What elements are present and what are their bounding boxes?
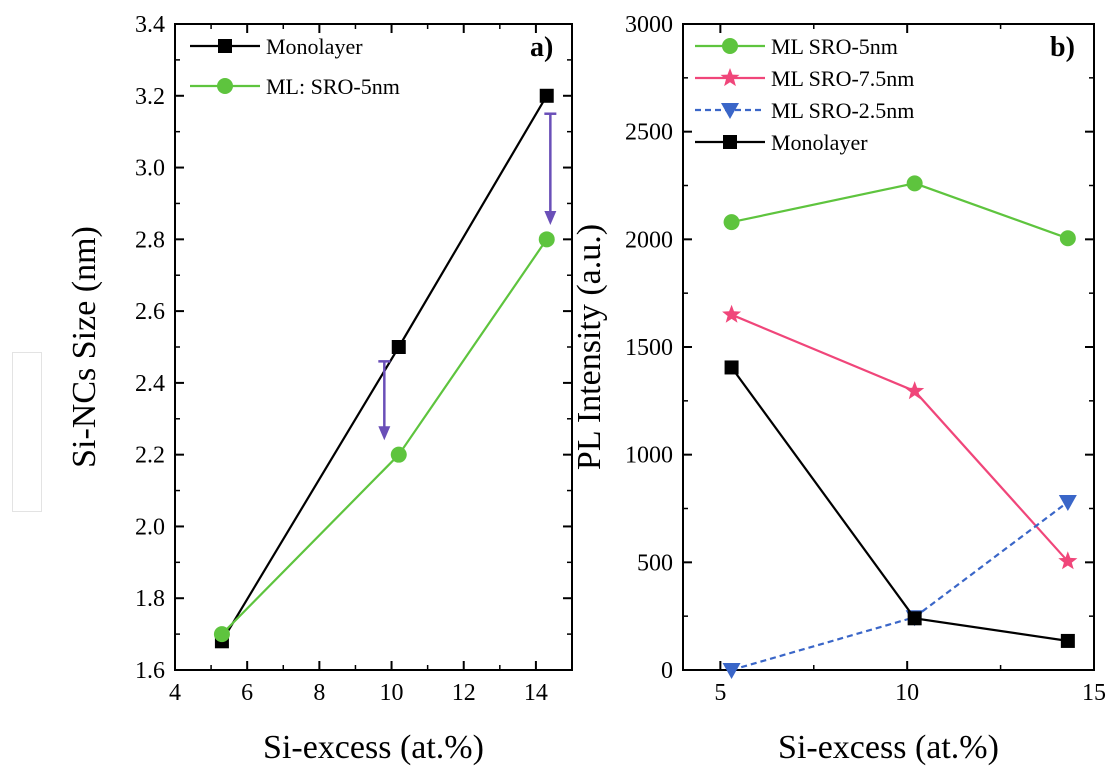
series-line-ml-sro-5nm [731, 182, 1069, 240]
y-tick-label: 3.4 [135, 12, 165, 38]
y-tick-label: 3.0 [135, 156, 165, 182]
y-axis-title: Si-NCs Size (nm) [66, 226, 103, 468]
y-axis-title: PL Intensity (a.u.) [571, 224, 608, 470]
y-tick-label: 2.8 [135, 227, 165, 253]
legend-marker-ml-sro-7-5nm [720, 68, 740, 87]
y-tick-label: 500 [637, 550, 673, 576]
legend-label-ml-sro-7-5nm: ML SRO-7.5nm [771, 66, 914, 91]
series-ml-sro-5nm [723, 175, 1076, 247]
y-tick-label: 2.2 [135, 443, 165, 469]
y-tick-label: 1000 [625, 443, 673, 469]
legend-marker-ml-sro-2-5nm [721, 103, 739, 119]
series-monolayer [724, 360, 1075, 648]
annotation-arrow [378, 360, 391, 441]
series-ml-sro-2-5nm [722, 495, 1077, 679]
plot-frame [174, 23, 573, 671]
annotation-arrow [544, 112, 557, 225]
x-tick-label: 4 [169, 680, 181, 706]
series-line-ml-sro-2-5nm [731, 501, 1069, 672]
x-tick-label: 8 [313, 680, 325, 706]
legend-marker-ml-sro-5nm [217, 78, 233, 94]
arrow-head [544, 210, 557, 225]
legend-label-ml-sro-5nm: ML: SRO-5nm [266, 74, 400, 99]
data-point-ml-sro-2-5nm [722, 663, 741, 679]
y-tick-label: 2.6 [135, 299, 165, 325]
x-tick-label: 14 [524, 680, 548, 706]
panel-a: 1.6 1.8 2.0 2.2 2.4 2.6 2.8 3.0 3.2 3.4 4 6 8 10 12 14 S… [66, 12, 573, 766]
panel-label: b) [1050, 32, 1075, 63]
legend: Monolayer ML: SRO-5nm [190, 34, 400, 99]
y-tick-label: 1.6 [135, 658, 165, 684]
panel-label: a) [530, 32, 553, 63]
legend-label-monolayer: Monolayer [771, 130, 868, 155]
faint-frame [12, 352, 42, 512]
panel-b: 0 500 1000 1500 2000 2500 3000 5 10 15 Si-excess (… [571, 12, 1106, 766]
data-point-monolayer [907, 611, 922, 626]
legend-label-monolayer: Monolayer [266, 34, 363, 59]
data-point-ml-sro-5nm [213, 626, 230, 643]
y-tick-label: 2500 [625, 120, 673, 146]
data-point-ml-sro-7-5nm [905, 381, 925, 400]
legend-marker-ml-sro-5nm [722, 38, 738, 54]
x-tick-label: 15 [1082, 680, 1106, 706]
legend-label-ml-sro-5nm: ML SRO-5nm [771, 34, 898, 59]
y-tick-label: 2.0 [135, 514, 165, 540]
data-point-ml-sro-7-5nm [1058, 551, 1078, 570]
legend-label-ml-sro-2-5nm: ML SRO-2.5nm [771, 98, 914, 123]
x-tick-label: 10 [380, 680, 404, 706]
data-point-ml-sro-5nm [723, 214, 740, 231]
data-point-monolayer [391, 340, 406, 354]
y-tick-label: 3000 [625, 12, 673, 38]
data-point-monolayer [724, 360, 739, 375]
data-point-ml-sro-5nm [390, 446, 407, 463]
arrow-head [378, 426, 391, 441]
y-tick-label: 1500 [625, 335, 673, 361]
series-ml-sro-7-5nm [722, 304, 1078, 570]
y-tick-label: 1.8 [135, 586, 165, 612]
data-point-ml-sro-5nm [1059, 230, 1076, 247]
legend: ML SRO-5nm ML SRO-7.5nm ML SRO-2.5nm Monola… [695, 34, 914, 155]
data-point-ml-sro-7-5nm [722, 304, 742, 323]
legend-marker-monolayer [218, 39, 232, 53]
data-point-ml-sro-5nm [906, 175, 923, 192]
x-tick-label: 12 [452, 680, 476, 706]
y-tick-label: 2000 [625, 227, 673, 253]
data-point-ml-sro-5nm [538, 231, 555, 248]
series-ml-sro-5nm [213, 231, 555, 643]
x-tick-label: 6 [241, 680, 253, 706]
x-tick-label: 10 [895, 680, 919, 706]
x-tick-label: 5 [714, 680, 726, 706]
y-tick-label: 2.4 [135, 371, 165, 397]
x-axis-title: Si-excess (at.%) [778, 729, 999, 766]
data-point-monolayer [1060, 633, 1075, 648]
legend-marker-monolayer [723, 135, 737, 149]
y-tick-label: 3.2 [135, 84, 165, 110]
x-axis-title: Si-excess (at.%) [263, 729, 484, 766]
y-tick-label: 0 [661, 658, 673, 684]
data-point-ml-sro-2-5nm [1058, 495, 1077, 512]
data-point-monolayer [539, 88, 554, 103]
